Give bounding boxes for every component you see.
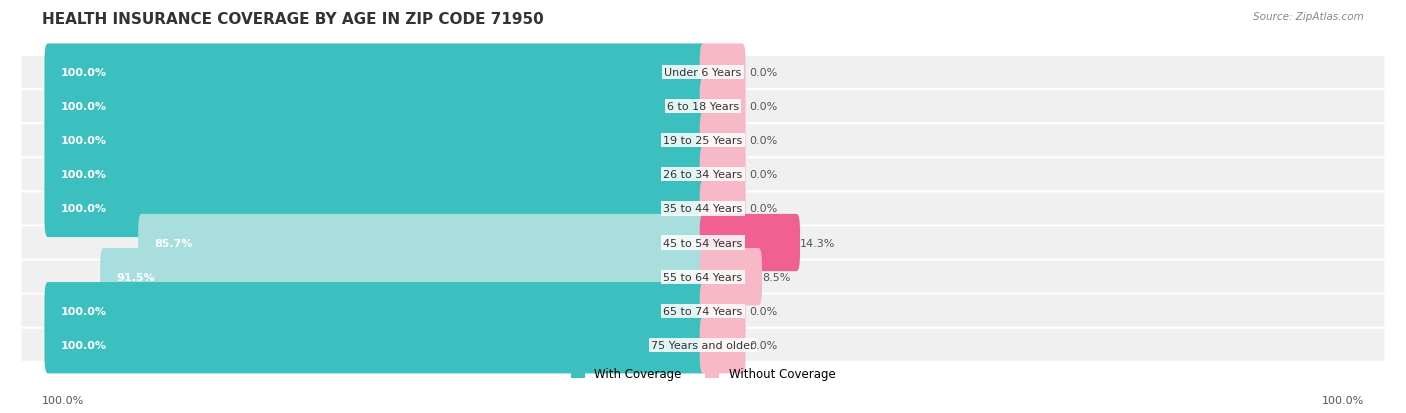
- Text: 100.0%: 100.0%: [60, 102, 107, 112]
- FancyBboxPatch shape: [45, 180, 706, 237]
- FancyBboxPatch shape: [45, 146, 706, 204]
- Text: 6 to 18 Years: 6 to 18 Years: [666, 102, 740, 112]
- Text: 55 to 64 Years: 55 to 64 Years: [664, 272, 742, 282]
- Text: HEALTH INSURANCE COVERAGE BY AGE IN ZIP CODE 71950: HEALTH INSURANCE COVERAGE BY AGE IN ZIP …: [42, 12, 544, 27]
- Text: Source: ZipAtlas.com: Source: ZipAtlas.com: [1253, 12, 1364, 22]
- FancyBboxPatch shape: [45, 282, 706, 339]
- Text: 14.3%: 14.3%: [800, 238, 835, 248]
- FancyBboxPatch shape: [21, 329, 1385, 361]
- FancyBboxPatch shape: [138, 214, 706, 271]
- FancyBboxPatch shape: [700, 180, 745, 237]
- Text: 45 to 54 Years: 45 to 54 Years: [664, 238, 742, 248]
- Text: 100.0%: 100.0%: [60, 170, 107, 180]
- FancyBboxPatch shape: [21, 125, 1385, 157]
- FancyBboxPatch shape: [21, 227, 1385, 259]
- Text: 100.0%: 100.0%: [42, 395, 84, 405]
- Text: 0.0%: 0.0%: [749, 170, 778, 180]
- FancyBboxPatch shape: [21, 91, 1385, 123]
- FancyBboxPatch shape: [45, 112, 706, 169]
- Text: 0.0%: 0.0%: [749, 306, 778, 316]
- FancyBboxPatch shape: [700, 78, 745, 135]
- Text: 26 to 34 Years: 26 to 34 Years: [664, 170, 742, 180]
- Text: 85.7%: 85.7%: [155, 238, 193, 248]
- Text: 0.0%: 0.0%: [749, 102, 778, 112]
- Text: 100.0%: 100.0%: [60, 136, 107, 146]
- Text: 0.0%: 0.0%: [749, 136, 778, 146]
- FancyBboxPatch shape: [100, 248, 706, 306]
- FancyBboxPatch shape: [21, 159, 1385, 191]
- Text: 100.0%: 100.0%: [1322, 395, 1364, 405]
- FancyBboxPatch shape: [700, 146, 745, 204]
- FancyBboxPatch shape: [21, 57, 1385, 89]
- Text: 100.0%: 100.0%: [60, 340, 107, 350]
- Text: 19 to 25 Years: 19 to 25 Years: [664, 136, 742, 146]
- FancyBboxPatch shape: [45, 44, 706, 102]
- Text: 0.0%: 0.0%: [749, 340, 778, 350]
- Legend: With Coverage, Without Coverage: With Coverage, Without Coverage: [571, 368, 835, 380]
- Text: 75 Years and older: 75 Years and older: [651, 340, 755, 350]
- Text: Under 6 Years: Under 6 Years: [665, 68, 741, 78]
- Text: 0.0%: 0.0%: [749, 68, 778, 78]
- FancyBboxPatch shape: [700, 44, 745, 102]
- Text: 8.5%: 8.5%: [762, 272, 790, 282]
- FancyBboxPatch shape: [21, 261, 1385, 293]
- FancyBboxPatch shape: [21, 295, 1385, 327]
- Text: 100.0%: 100.0%: [60, 306, 107, 316]
- Text: 0.0%: 0.0%: [749, 204, 778, 214]
- FancyBboxPatch shape: [700, 282, 745, 339]
- FancyBboxPatch shape: [21, 193, 1385, 225]
- Text: 100.0%: 100.0%: [60, 68, 107, 78]
- FancyBboxPatch shape: [45, 78, 706, 135]
- Text: 35 to 44 Years: 35 to 44 Years: [664, 204, 742, 214]
- FancyBboxPatch shape: [45, 316, 706, 373]
- Text: 65 to 74 Years: 65 to 74 Years: [664, 306, 742, 316]
- FancyBboxPatch shape: [700, 112, 745, 169]
- FancyBboxPatch shape: [700, 214, 800, 271]
- FancyBboxPatch shape: [700, 248, 762, 306]
- Text: 100.0%: 100.0%: [60, 204, 107, 214]
- Text: 91.5%: 91.5%: [117, 272, 155, 282]
- FancyBboxPatch shape: [700, 316, 745, 373]
